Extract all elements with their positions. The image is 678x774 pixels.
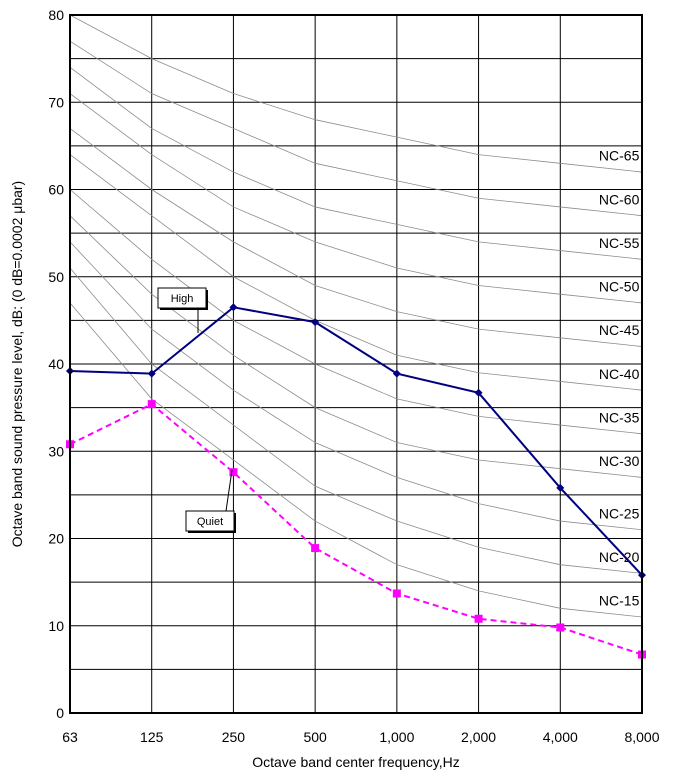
nc-label-bg — [589, 322, 650, 340]
nc-curves: NC-65 NC-60 NC-55 NC-50 NC-45 NC-40 NC-35 NC-30… — [69, 14, 650, 618]
data-point-high — [474, 388, 483, 397]
nc-label-bg — [589, 409, 650, 427]
y-tick-label: 60 — [48, 182, 64, 198]
grid-layer — [70, 15, 642, 713]
data-point-quiet — [147, 400, 156, 409]
tick-labels: 0 10 20 30 40 50 60 70 80 63 125 250 500 1,000 2,000 4,… — [48, 7, 659, 745]
x-tick-label: 2,000 — [461, 729, 496, 745]
plot-border — [69, 14, 643, 714]
nc-label: NC-45 — [599, 322, 640, 338]
nc-label-bg — [589, 592, 650, 610]
series-line-quiet — [69, 402, 643, 656]
y-tick-label: 10 — [48, 618, 64, 634]
series-line-high — [69, 306, 643, 576]
data-point-quiet — [474, 614, 483, 623]
nc-curve-line — [69, 241, 643, 531]
y-tick-label: 80 — [48, 7, 64, 23]
nc-label-bg — [589, 278, 650, 296]
callout-leader — [225, 469, 233, 512]
nc-curve-line — [69, 189, 643, 435]
nc-curve-line — [69, 302, 643, 618]
nc-label-bg — [589, 453, 650, 471]
nc-label: NC-15 — [599, 593, 640, 609]
data-point-high — [311, 318, 320, 327]
y-tick-label: 0 — [56, 705, 64, 721]
data-point-quiet — [392, 589, 401, 598]
nc-label-bg — [589, 505, 650, 523]
x-tick-label: 500 — [303, 729, 327, 745]
data-point-high — [147, 369, 156, 378]
y-tick-label: 70 — [48, 94, 64, 110]
nc-label: NC-30 — [599, 453, 640, 469]
nc-label-bg — [589, 365, 650, 383]
nc-curve-line — [69, 154, 643, 391]
x-tick-label: 1,000 — [379, 729, 414, 745]
x-tick-label: 125 — [140, 729, 164, 745]
nc-label: NC-50 — [599, 279, 640, 295]
y-tick-label: 50 — [48, 269, 64, 285]
y-tick-label: 20 — [48, 531, 64, 547]
nc-curve-line — [69, 67, 643, 260]
callout-box — [157, 287, 207, 309]
y-tick-label: 30 — [48, 443, 64, 459]
nc-curve-line — [69, 267, 643, 574]
x-tick-label: 8,000 — [624, 729, 659, 745]
callout-label: Quiet — [197, 516, 223, 528]
nc-label: NC-65 — [599, 148, 640, 164]
y-tick-label: 40 — [48, 356, 64, 372]
nc-curve-line — [69, 128, 643, 347]
nc-label: NC-25 — [599, 505, 640, 521]
callouts: High Quiet — [157, 287, 236, 533]
x-tick-label: 250 — [222, 729, 246, 745]
data-point-quiet — [229, 468, 238, 477]
nc-label-bg — [589, 191, 650, 209]
data-point-high — [229, 303, 238, 312]
data-point-quiet — [556, 623, 565, 632]
x-tick-label: 4,000 — [543, 729, 578, 745]
nc-label: NC-60 — [599, 191, 640, 207]
nc-label-bg — [589, 234, 650, 252]
x-tick-label: 63 — [62, 729, 78, 745]
x-axis-label: Octave band center frequency,Hz — [252, 754, 460, 770]
data-point-high — [392, 369, 401, 378]
nc-label-bg — [589, 549, 650, 567]
nc-label: NC-40 — [599, 366, 640, 382]
nc-curve-line — [69, 40, 643, 217]
data-point-quiet — [311, 544, 320, 553]
callout-label: High — [171, 293, 194, 305]
nc-label: NC-55 — [599, 235, 640, 251]
nc-curve-line — [69, 14, 643, 173]
nc-label: NC-35 — [599, 409, 640, 425]
callout-box — [185, 510, 235, 532]
y-axis-label: Octave band sound pressure level, dB: (0… — [9, 181, 25, 547]
nc-curve-line — [69, 93, 643, 304]
data-point-high — [556, 483, 565, 492]
nc-label-bg — [589, 147, 650, 165]
